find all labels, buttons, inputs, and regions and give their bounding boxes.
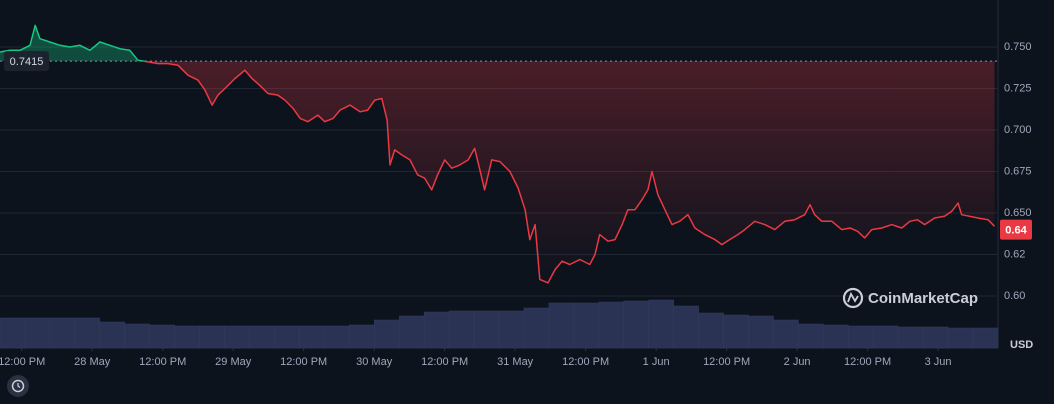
x-tick-label: 12:00 PM [0,356,45,368]
y-axis-label: USD [1010,339,1033,351]
area-up [0,25,995,62]
volume-bar [249,325,275,349]
volume-bar [798,323,824,349]
volume-bar [124,323,150,349]
price-line-down [138,61,996,284]
volume-bar [848,325,874,349]
reference-label: 0.7415 [10,56,44,68]
reference-label-bg [4,51,49,72]
volume-bar [972,327,999,349]
x-tick-label: 12:00 PM [844,356,891,368]
volume-bar [24,317,51,349]
volume-bar [199,325,225,349]
y-tick-label: 0.62 [1004,248,1025,260]
area-down [143,61,995,283]
volume-bar [648,299,674,349]
volume-bar [224,325,250,349]
watermark: CoinMarketCap [842,287,978,309]
volume-bar [673,305,699,349]
volume-bar [873,325,899,349]
volume-bar [623,300,649,349]
volume-bar [723,314,749,349]
volume-bar [99,321,126,349]
x-tick-label: 12:00 PM [139,356,186,368]
y-tick-label: 0.750 [1004,41,1032,53]
last-price-bg [1000,219,1032,240]
logo [842,287,864,309]
price [0,24,998,284]
volume-bar [523,307,550,349]
last-price-label: 0.64 [1005,225,1027,237]
y-tick-label: 0.60 [1004,290,1025,302]
x-tick-label: 3 Jun [925,356,952,368]
volume-bar [773,319,799,349]
volume-bar [573,302,600,349]
volume-bar [324,325,350,349]
volume-bar [174,325,200,349]
x-tick-label: 28 May [74,356,111,368]
history-button[interactable] [7,375,29,397]
volume-bar [748,315,774,349]
volume-bar [548,302,575,349]
volume-bar [897,326,924,349]
y-tick-label: 0.675 [1004,165,1032,177]
volume-bar [498,310,525,349]
volume-bar [947,327,974,349]
volume-bar [374,319,400,349]
volume-bar [922,326,949,349]
x-tick-label: 12:00 PM [562,356,609,368]
x-tick-label: 29 May [215,356,252,368]
logo [847,291,859,303]
volume [0,299,999,349]
watermark-text: CoinMarketCap [868,290,978,307]
volume-bar [823,324,849,349]
volume-bar [698,312,724,349]
x-tick-label: 31 May [497,356,534,368]
volume-bar [274,325,300,349]
volume-bar [349,324,375,349]
x-tick-label: 1 Jun [643,356,670,368]
volume-bar [299,325,325,349]
history-icon [17,383,21,389]
history-icon [11,379,25,393]
volume-bar [423,311,450,349]
volume-bar [74,317,101,349]
x-tick-label: 12:00 PM [421,356,468,368]
volume-bar [398,315,425,349]
labels: 0.60 0.62 0.650 0.675 0.700 0.725 0.750 12:00 P… [0,41,1032,368]
x-tick-label: 12:00 PM [703,356,750,368]
volume-bar [49,317,76,349]
volume-bar [448,310,475,349]
volume-bar [0,317,26,349]
volume-bar [149,324,175,349]
y-tick-label: 0.650 [1004,207,1032,219]
volume-bar [598,301,624,349]
y-tick-label: 0.700 [1004,124,1032,136]
x-tick-label: 30 May [356,356,393,368]
x-tick-label: 2 Jun [784,356,811,368]
y-tick-label: 0.725 [1004,82,1032,94]
volume-bar [473,310,500,349]
x-tick-label: 12:00 PM [280,356,327,368]
